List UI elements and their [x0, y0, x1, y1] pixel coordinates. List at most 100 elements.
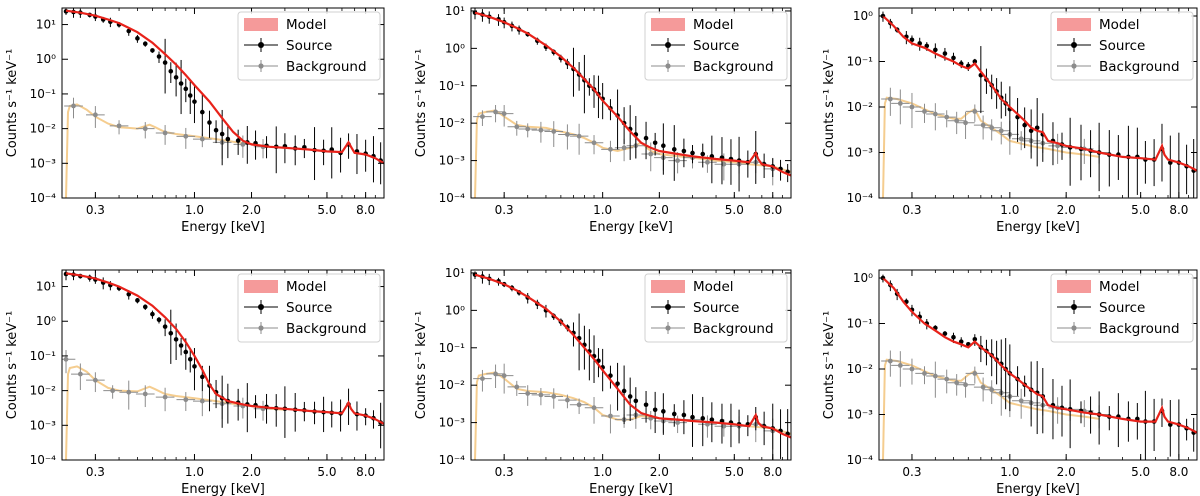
y-tick-label: 10⁰	[36, 314, 56, 328]
background-point	[544, 121, 564, 147]
legend-label: Background	[286, 321, 367, 337]
source-point	[150, 310, 155, 319]
background-point	[915, 103, 934, 123]
source-point	[338, 399, 343, 432]
background-point	[926, 361, 945, 398]
source-point	[571, 47, 576, 97]
source-point	[671, 404, 677, 427]
source-point	[321, 396, 326, 433]
source-point	[1126, 125, 1131, 198]
background-point	[86, 106, 105, 128]
background-point	[494, 105, 514, 127]
y-tick-label: 10⁻⁴	[847, 191, 874, 205]
legend-label: Background	[286, 59, 367, 75]
plot-area	[472, 271, 791, 460]
background-marker	[675, 158, 681, 163]
legend-background-marker	[258, 63, 264, 69]
y-tick-label: 10⁻¹	[30, 87, 57, 101]
source-point	[643, 121, 649, 160]
y-tick-label: 10⁻⁴	[439, 453, 466, 467]
source-point	[273, 394, 279, 427]
source-point	[312, 401, 317, 425]
source-point	[156, 51, 162, 63]
background-model-line	[474, 109, 791, 198]
source-marker	[173, 337, 179, 342]
source-point	[235, 129, 241, 155]
source-point	[728, 403, 734, 448]
legend-label: Background	[693, 59, 774, 75]
background-marker	[116, 123, 122, 129]
source-point	[1059, 385, 1065, 437]
background-point	[473, 110, 492, 126]
source-point	[1116, 393, 1121, 448]
source-point	[1050, 379, 1056, 440]
legend: Model Source Background	[237, 273, 381, 343]
background-marker	[998, 128, 1004, 134]
source-point	[183, 78, 189, 103]
source-point	[942, 331, 948, 337]
source-point	[156, 316, 162, 324]
y-tick-label: 10¹	[36, 18, 56, 32]
source-point	[1040, 113, 1046, 162]
source-marker	[187, 356, 193, 362]
legend-label: Model	[286, 17, 327, 33]
y-tick-label: 10⁻²	[30, 384, 57, 398]
source-point	[1015, 98, 1020, 142]
x-tick-label: 2.0	[1057, 203, 1076, 217]
background-marker	[954, 118, 960, 124]
legend-model-patch	[244, 280, 278, 293]
background-marker	[972, 109, 978, 114]
background-marker	[525, 126, 531, 132]
legend-model-patch	[244, 18, 278, 31]
legend-background-marker	[665, 63, 671, 69]
background-marker	[887, 96, 893, 102]
source-marker	[156, 54, 162, 59]
source-marker	[709, 417, 715, 422]
source-marker	[178, 343, 184, 348]
background-point	[601, 404, 620, 434]
source-point	[627, 377, 633, 421]
axes-frame	[470, 7, 792, 199]
source-marker	[627, 394, 633, 399]
background-marker	[980, 384, 986, 390]
legend-label: Background	[1099, 321, 1180, 337]
background-marker	[92, 377, 98, 383]
legend-label: Source	[693, 300, 739, 316]
source-point	[1088, 396, 1093, 434]
y-tick-label: 10⁻¹	[30, 349, 57, 363]
y-tick-label: 10⁻¹	[439, 79, 466, 93]
source-point	[661, 393, 666, 435]
background-model-line	[882, 96, 1100, 198]
background-point	[473, 369, 492, 392]
source-marker	[671, 147, 677, 152]
source-point	[978, 46, 984, 114]
x-tick-label: 1.0	[593, 465, 612, 479]
source-point	[329, 127, 335, 179]
x-tick-label: 5.0	[725, 203, 744, 217]
background-point	[135, 385, 155, 408]
x-tick-label: 8.0	[1169, 203, 1188, 217]
source-point	[168, 309, 174, 364]
source-marker	[690, 414, 695, 420]
source-marker	[150, 311, 155, 317]
source-marker	[207, 120, 212, 125]
source-point	[1028, 361, 1034, 427]
y-tick-label: 10¹	[445, 4, 465, 18]
background-marker	[989, 125, 995, 131]
source-point	[187, 349, 193, 373]
background-marker	[932, 373, 938, 379]
source-point	[1034, 98, 1040, 167]
legend-label: Model	[286, 279, 327, 295]
background-marker	[909, 104, 915, 110]
source-point	[245, 383, 250, 433]
y-tick-label: 10⁻⁴	[847, 453, 874, 467]
source-marker	[972, 336, 978, 342]
background-marker	[887, 358, 893, 364]
source-marker	[690, 150, 695, 156]
source-marker	[192, 99, 197, 104]
source-point	[273, 126, 279, 174]
source-marker	[225, 136, 231, 142]
x-tick-label: 2.0	[1057, 465, 1076, 479]
source-point	[1022, 107, 1027, 149]
source-marker	[135, 298, 140, 303]
